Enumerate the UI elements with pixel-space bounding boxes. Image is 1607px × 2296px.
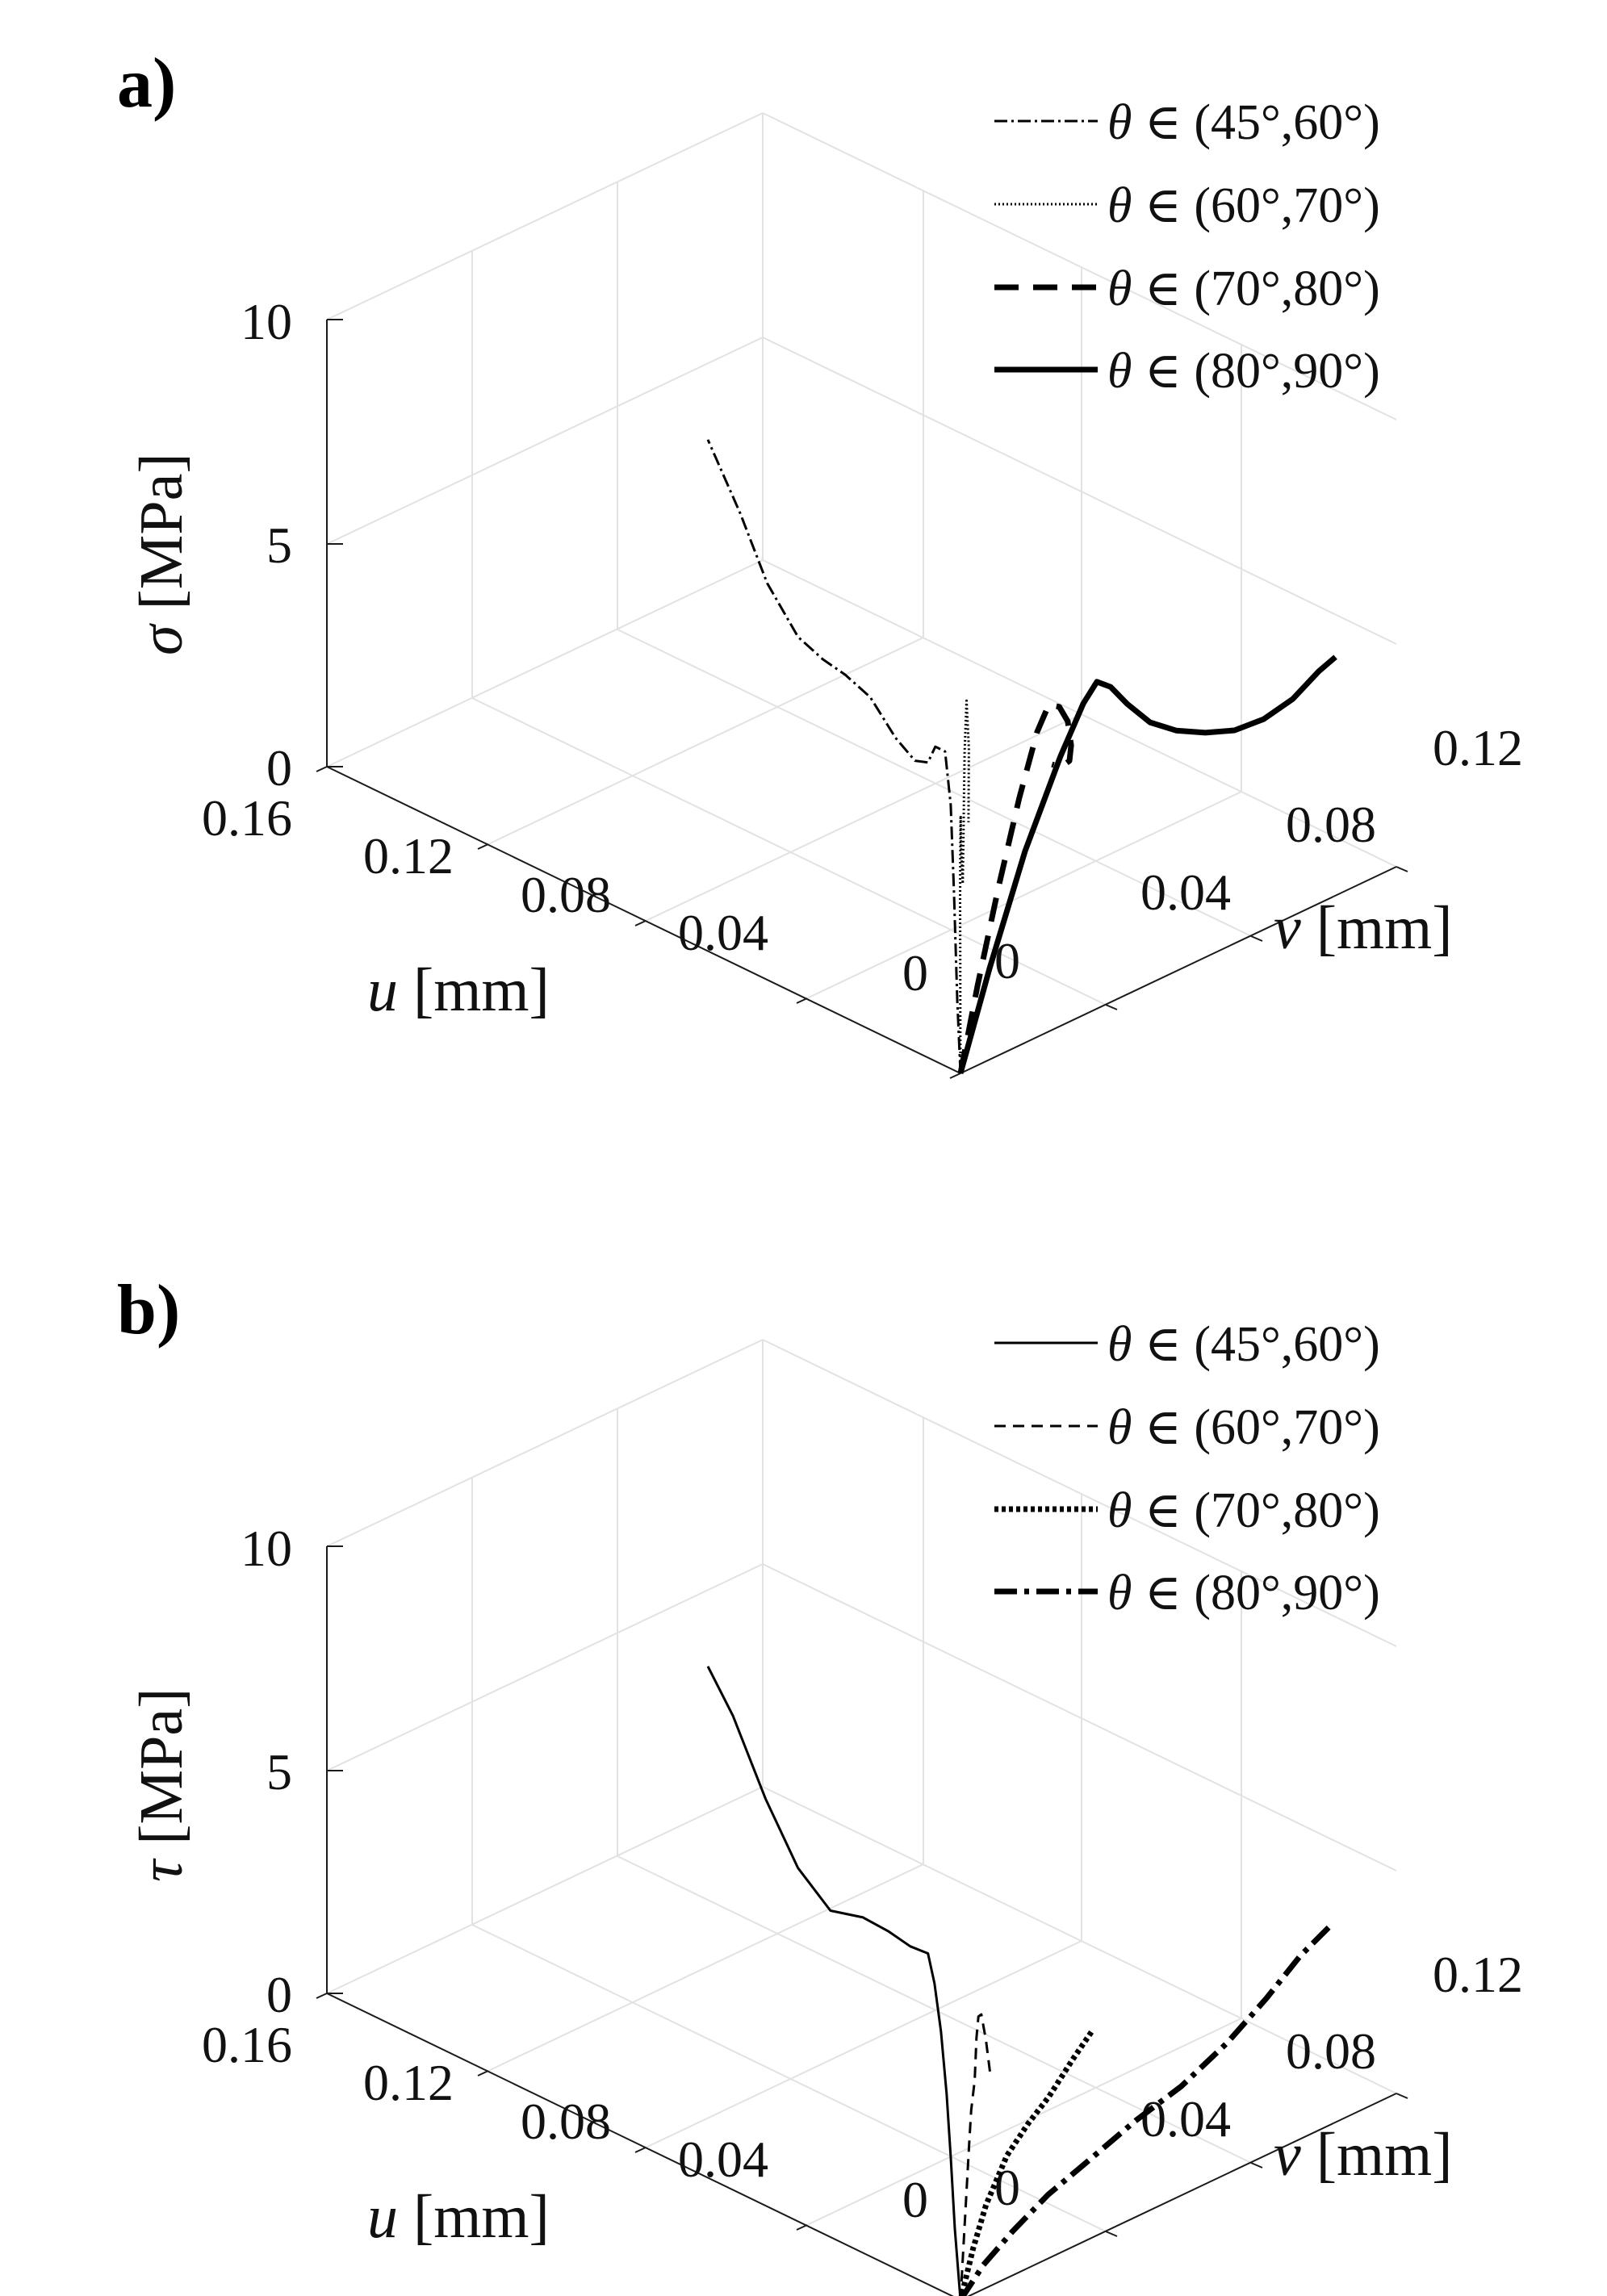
panel-b-u-ticks: 0.16 0.12 0.08 0.04 0 [202, 2016, 928, 2228]
legend-label: θ ∈ (60°,70°) [1107, 1400, 1380, 1455]
panel-b-curves [706, 1666, 1332, 2296]
legend-entry: θ ∈ (80°,90°) [994, 1566, 1380, 1621]
u-tick-label: 0.16 [202, 789, 292, 847]
legend-entry: θ ∈ (70°,80°) [994, 261, 1380, 316]
z-tick-label: 10 [241, 293, 292, 350]
legend-label: θ ∈ (70°,80°) [1107, 1483, 1380, 1538]
panel-b: b) [117, 1271, 1523, 2296]
u-axis-line [326, 1993, 954, 2296]
legend-label: θ ∈ (45°,60°) [1107, 95, 1380, 150]
panel-a-curves [706, 439, 1337, 1074]
u-tick-label: 0 [902, 2171, 928, 2228]
u-axis-label: u [mm] [367, 956, 550, 1024]
panel-b-axes [316, 1545, 1408, 2296]
legend-label: θ ∈ (70°,80°) [1107, 261, 1380, 316]
v-tick-label: 0.08 [1286, 796, 1376, 853]
series-line-4 [957, 655, 1337, 1074]
v-tick-label: 0.04 [1140, 864, 1231, 921]
panel-a-z-ticks: 10 5 0 [241, 293, 292, 797]
u-tick-label: 0.16 [202, 2016, 292, 2073]
panel-b-v-ticks: 0 0.04 0.08 0.12 [994, 1946, 1523, 2216]
panel-b-legend: θ ∈ (45°,60°) θ ∈ (60°,70°) θ ∈ (70°,80°… [994, 1317, 1380, 1621]
u-tick-label: 0.12 [363, 2054, 454, 2111]
panel-label-b: b) [117, 1271, 180, 1349]
u-tick-label: 0.08 [521, 866, 611, 923]
z-axis-label: τ [MPa] [128, 1688, 195, 1882]
z-tick-label: 0 [266, 1966, 292, 2023]
panel-a-grid [326, 112, 1397, 1006]
panel-a-v-ticks: 0 0.04 0.08 0.12 [994, 719, 1523, 989]
v-axis-label: v [mm] [1274, 894, 1453, 962]
z-tick-label: 5 [266, 516, 292, 574]
u-axis-line [326, 766, 961, 1074]
v-tick-label: 0.12 [1433, 719, 1523, 776]
u-tick-label: 0.08 [521, 2093, 611, 2150]
series-line-3 [958, 2028, 1095, 2296]
legend-entry: θ ∈ (45°,60°) [994, 95, 1380, 150]
z-axis-label: σ [MPa] [128, 453, 195, 655]
legend-label: θ ∈ (80°,90°) [1107, 1566, 1380, 1621]
panel-a: a) [117, 44, 1523, 1079]
series-line-2 [959, 2013, 992, 2296]
legend-entry: θ ∈ (80°,90°) [994, 344, 1380, 399]
z-tick-label: 5 [266, 1743, 292, 1800]
panel-a-u-ticks: 0.16 0.12 0.08 0.04 0 [202, 789, 928, 1002]
legend-entry: θ ∈ (45°,60°) [994, 1317, 1380, 1372]
v-tick-label: 0.08 [1286, 2022, 1376, 2080]
panel-b-grid [326, 1339, 1397, 2232]
panel-b-z-ticks: 10 5 0 [241, 1520, 292, 2023]
legend-entry: θ ∈ (60°,70°) [994, 1400, 1380, 1455]
panel-a-axes [316, 319, 1408, 1079]
v-tick-label: 0.12 [1433, 1946, 1523, 2003]
panel-label-a: a) [117, 44, 176, 123]
series-line-1 [706, 439, 962, 1074]
v-axis-line [967, 2093, 1397, 2296]
u-axis-label: u [mm] [367, 2183, 550, 2251]
legend-entry: θ ∈ (60°,70°) [994, 178, 1380, 233]
u-tick-label: 0.04 [678, 904, 768, 961]
legend-label: θ ∈ (45°,60°) [1107, 1317, 1380, 1372]
z-tick-label: 10 [241, 1520, 292, 1577]
legend-entry: θ ∈ (70°,80°) [994, 1483, 1380, 1538]
panel-a-legend: θ ∈ (45°,60°) θ ∈ (60°,70°) θ ∈ (70°,80°… [994, 95, 1380, 399]
series-line-1 [706, 1666, 962, 2296]
v-tick-label: 0 [994, 2159, 1020, 2216]
u-tick-label: 0.04 [678, 2131, 768, 2188]
series-line-3 [957, 701, 1074, 1074]
u-tick-label: 0 [902, 944, 928, 1002]
series-line-4 [960, 1925, 1332, 2296]
z-tick-label: 0 [266, 739, 292, 797]
v-axis-label: v [mm] [1274, 2121, 1453, 2189]
u-tick-label: 0.12 [363, 827, 454, 885]
series-line-2 [959, 699, 970, 1074]
legend-label: θ ∈ (60°,70°) [1107, 178, 1380, 233]
v-tick-label: 0.04 [1140, 2090, 1231, 2148]
legend-label: θ ∈ (80°,90°) [1107, 344, 1380, 399]
v-axis-line [960, 866, 1397, 1074]
